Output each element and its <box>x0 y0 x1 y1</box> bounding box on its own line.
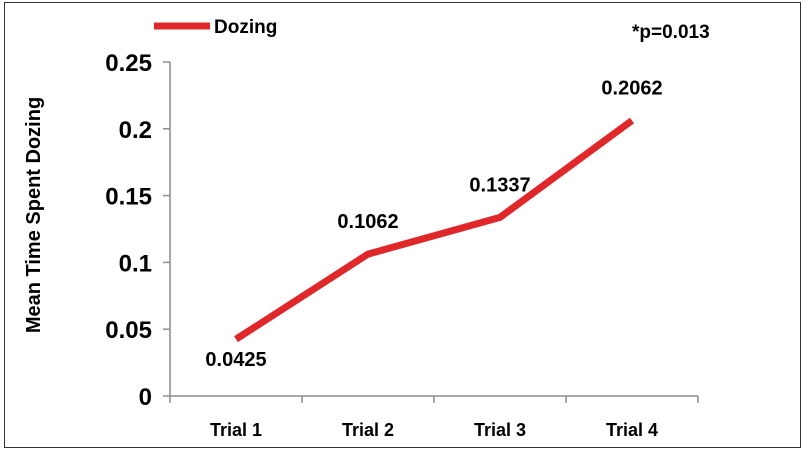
y-tick-label: 0.2 <box>119 117 152 144</box>
data-label: 0.0425 <box>205 349 266 371</box>
p-value-annotation: *p=0.013 <box>632 22 710 43</box>
y-tick-label: 0.05 <box>105 317 152 344</box>
x-tick-label: Trial 4 <box>606 420 658 440</box>
legend: Dozing <box>154 17 277 38</box>
y-tick-label: 0 <box>139 384 152 411</box>
series-group <box>234 117 635 343</box>
y-ticks: 0 0.05 0.1 0.15 0.2 0.25 <box>105 50 170 411</box>
series-line-dozing <box>234 117 635 343</box>
data-label: 0.1062 <box>337 211 398 233</box>
y-tick-label: 0.25 <box>105 50 152 77</box>
y-tick-label: 0.1 <box>119 250 152 277</box>
y-axis-label: Mean Time Spent Dozing <box>23 97 45 333</box>
axes <box>169 62 698 397</box>
data-label: 0.1337 <box>469 174 530 196</box>
y-tick-label: 0.15 <box>105 184 152 211</box>
data-labels: 0.0425 0.1062 0.1337 0.2062 <box>205 78 662 372</box>
x-ticks: Trial 1 Trial 2 Trial 3 Trial 4 <box>169 396 699 440</box>
x-tick-label: Trial 1 <box>210 420 262 440</box>
chart-frame <box>4 2 801 448</box>
x-tick-label: Trial 2 <box>342 420 394 440</box>
legend-label-dozing: Dozing <box>214 17 277 38</box>
x-tick-label: Trial 3 <box>474 420 526 440</box>
data-label: 0.2062 <box>601 78 662 100</box>
